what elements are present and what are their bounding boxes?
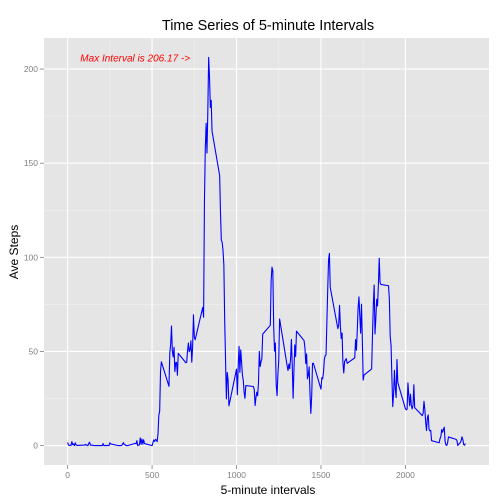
y-tick-label: 100 — [24, 252, 38, 262]
plot-panel — [44, 38, 489, 465]
x-tick-label: 1000 — [227, 470, 246, 480]
y-tick-label: 50 — [29, 346, 39, 356]
x-axis: 0 500 1000 1500 2000 — [65, 465, 415, 480]
y-axis-label: Ave Steps — [7, 225, 21, 279]
y-tick-label: 0 — [33, 441, 38, 451]
y-tick-label: 200 — [24, 64, 38, 74]
series-line-1 — [67, 56, 466, 447]
chart-title: Time Series of 5-minute Intervals — [162, 18, 374, 34]
series-layer — [67, 56, 466, 447]
minor-gridlines — [44, 38, 489, 465]
x-tick-label: 2000 — [396, 470, 415, 480]
x-axis-label: 5-minute intervals — [221, 483, 316, 497]
y-axis: 0 50 100 150 200 — [24, 64, 44, 451]
major-gridlines — [44, 38, 489, 465]
x-tick-label: 500 — [145, 470, 159, 480]
x-tick-label: 0 — [65, 470, 70, 480]
x-tick-label: 1500 — [312, 470, 331, 480]
max-interval-annotation: Max Interval is 206.17 -> — [80, 54, 190, 65]
y-tick-label: 150 — [24, 158, 38, 168]
